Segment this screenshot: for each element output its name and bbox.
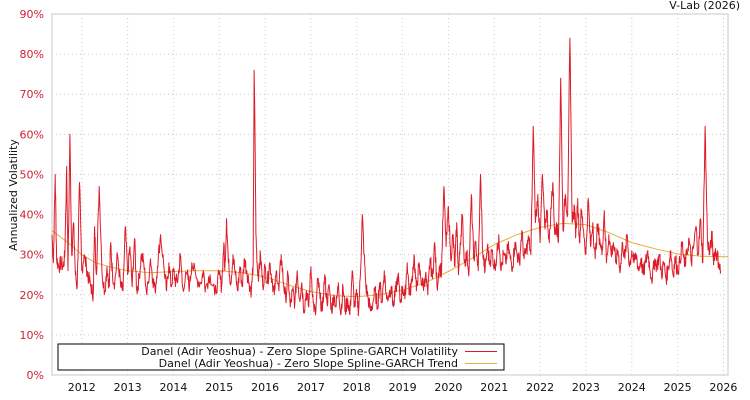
legend: Danel (Adir Yeoshua) - Zero Slope Spline… bbox=[57, 343, 505, 371]
legend-box bbox=[57, 343, 505, 371]
x-tick-label: 2021 bbox=[480, 381, 508, 394]
x-tick-label: 2025 bbox=[664, 381, 692, 394]
gridlines bbox=[52, 14, 728, 375]
y-tick-label: 80% bbox=[20, 48, 44, 61]
y-tick-label: 20% bbox=[20, 289, 44, 302]
x-tick-label: 2012 bbox=[68, 381, 96, 394]
x-tick-label: 2017 bbox=[297, 381, 325, 394]
credit-label: V-Lab (2026) bbox=[669, 0, 740, 12]
x-tick-label: 2016 bbox=[251, 381, 279, 394]
y-tick-label: 10% bbox=[20, 329, 44, 342]
x-axis-ticks: 2012 2013 2014 2015 2016 2017 2018 2019 2020 2021… bbox=[68, 381, 738, 394]
y-tick-label: 40% bbox=[20, 209, 44, 222]
legend-label-trend: Danel (Adir Yeoshua) - Zero Slope Spline… bbox=[159, 357, 458, 370]
y-tick-label: 60% bbox=[20, 128, 44, 141]
plot-area bbox=[51, 13, 729, 376]
x-tick-label: 2026 bbox=[709, 381, 737, 394]
y-tick-label: 0% bbox=[27, 369, 44, 382]
x-tick-label: 2019 bbox=[389, 381, 417, 394]
x-tick-label: 2013 bbox=[114, 381, 142, 394]
y-axis-label: Annualized Volatility bbox=[7, 139, 20, 251]
x-tick-label: 2024 bbox=[618, 381, 646, 394]
x-tick-label: 2014 bbox=[159, 381, 187, 394]
x-tick-label: 2020 bbox=[434, 381, 462, 394]
x-tick-label: 2015 bbox=[205, 381, 233, 394]
x-tick-label: 2022 bbox=[526, 381, 554, 394]
y-tick-label: 50% bbox=[20, 168, 44, 181]
y-axis-ticks: 0% 10% 20% 30% 40% 50% 60% 70% 80% 90% bbox=[20, 8, 44, 382]
y-tick-label: 30% bbox=[20, 249, 44, 262]
volatility-line bbox=[51, 37, 722, 317]
y-tick-label: 70% bbox=[20, 88, 44, 101]
x-tick-label: 2023 bbox=[572, 381, 600, 394]
y-tick-label: 90% bbox=[20, 8, 44, 21]
x-tick-label: 2018 bbox=[343, 381, 371, 394]
legend-label-volatility: Danel (Adir Yeoshua) - Zero Slope Spline… bbox=[141, 345, 458, 358]
